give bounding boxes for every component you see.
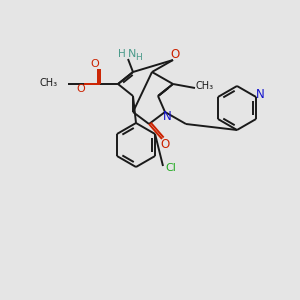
- Text: CH₃: CH₃: [196, 81, 214, 91]
- Text: Cl: Cl: [166, 163, 176, 173]
- Text: O: O: [170, 49, 180, 62]
- Text: H: H: [135, 52, 141, 62]
- Text: O: O: [160, 139, 169, 152]
- Text: H: H: [118, 49, 126, 59]
- Text: N: N: [256, 88, 264, 101]
- Text: N: N: [128, 49, 136, 59]
- Text: O: O: [91, 59, 99, 69]
- Text: CH₃: CH₃: [40, 78, 58, 88]
- Text: O: O: [76, 84, 85, 94]
- Text: N: N: [163, 110, 171, 122]
